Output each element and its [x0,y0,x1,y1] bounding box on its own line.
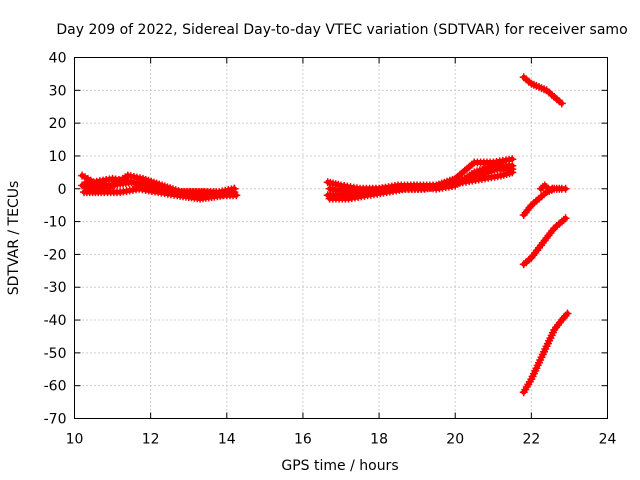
x-tick-label: 22 [522,432,540,448]
y-tick-label: -60 [44,379,67,395]
series-arc-k [536,181,557,193]
plot-frame [74,57,608,419]
y-tick-label: 10 [49,149,67,165]
data-point [542,183,551,192]
series-arc-l [519,214,570,269]
y-tick-label: -20 [44,247,67,263]
y-tick-label: 40 [49,51,67,67]
x-tick-label: 12 [142,432,160,448]
x-tick-label: 20 [446,432,464,448]
data-point [563,309,572,318]
series-arc-i [519,73,566,108]
y-tick-label: -10 [44,215,67,231]
data-point [508,161,517,170]
data-point [230,184,239,193]
y-axis-title: SDTVAR / TECUs [6,181,22,296]
series-arc-h [325,161,517,197]
chart-title: Day 209 of 2022, Sidereal Day-to-day VTE… [56,22,627,38]
series-arc-j [519,184,570,219]
y-tick-label: 30 [49,83,67,99]
y-tick-label: 0 [58,182,67,198]
y-tick-label: -40 [44,313,67,329]
y-tick-label: 20 [49,116,67,132]
x-tick-label: 16 [294,432,312,448]
data-point [561,184,570,193]
axis-ticks: 10 12 14 16 18 20 22 24 -70 -60 -50 -40 -30 -20 -10 0 10… [44,51,617,448]
data-point [232,191,241,200]
data-point [548,184,557,193]
series-arc-m [519,309,572,397]
x-tick-label: 24 [599,432,617,448]
y-tick-label: -70 [44,412,67,428]
data-point [557,99,566,108]
grid [74,57,608,419]
series-arc-d [81,178,239,197]
x-axis-title: GPS time / hours [281,458,398,474]
data-point [559,215,568,224]
y-tick-label: -30 [44,280,67,296]
y-tick-label: -50 [44,346,67,362]
data-point [561,214,570,223]
x-tick-label: 10 [66,432,84,448]
x-tick-label: 18 [370,432,388,448]
x-tick-label: 14 [218,432,236,448]
series-layer [78,73,572,397]
